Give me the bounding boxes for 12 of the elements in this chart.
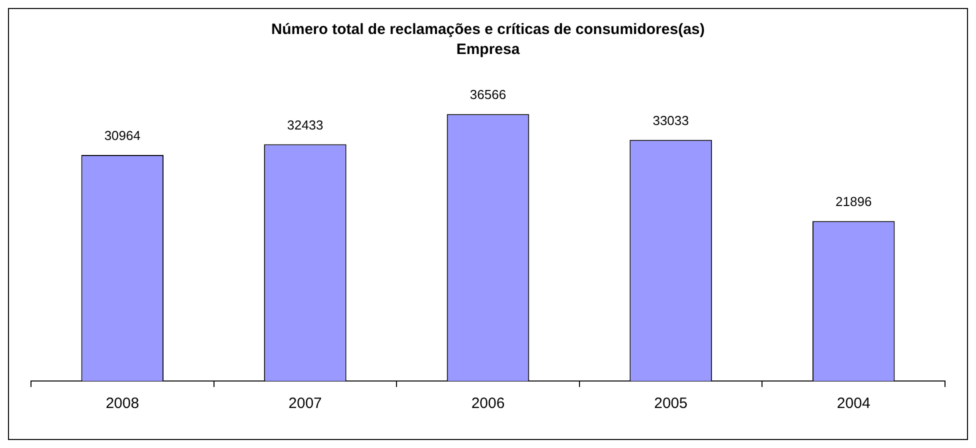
data-label: 32433 bbox=[287, 117, 324, 132]
chart-title: Número total de reclamações e críticas de consumidores(as) bbox=[271, 21, 705, 38]
x-tick-label: 2004 bbox=[836, 395, 870, 412]
x-tick-label: 2006 bbox=[471, 395, 505, 412]
chart-subtitle: Empresa bbox=[456, 41, 520, 58]
data-label: 36566 bbox=[470, 87, 506, 102]
data-label: 33033 bbox=[652, 112, 689, 128]
x-tick-label: 2007 bbox=[288, 395, 322, 412]
x-tick-label: 2008 bbox=[106, 395, 140, 412]
data-label: 21896 bbox=[836, 194, 872, 210]
data-label: 30964 bbox=[104, 128, 140, 144]
x-tick-label: 2005 bbox=[654, 395, 688, 412]
